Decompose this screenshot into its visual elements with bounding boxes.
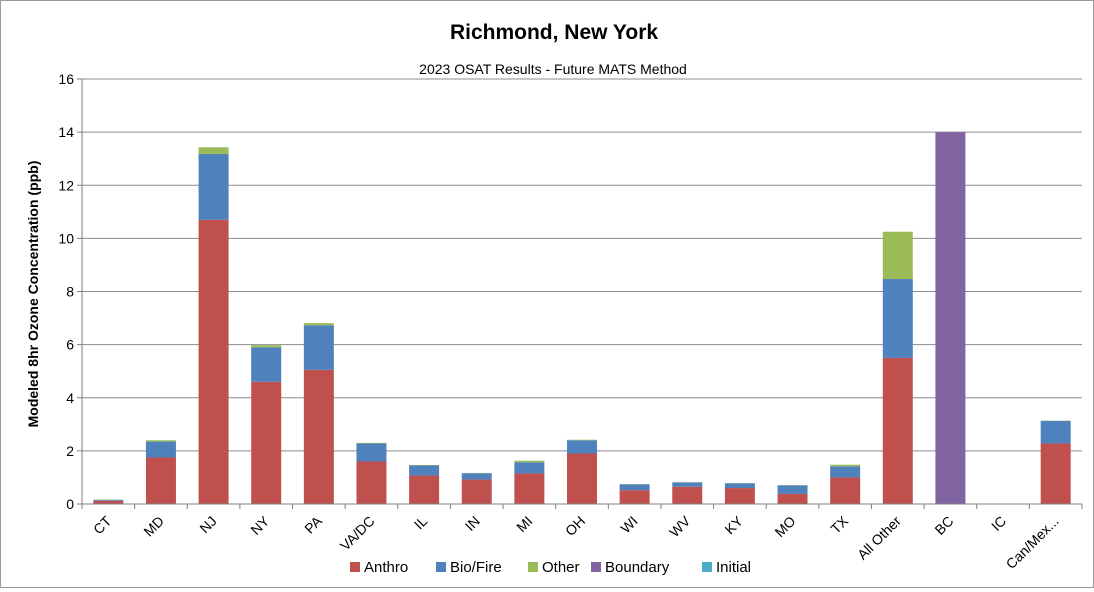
y-tick-label: 14 bbox=[58, 124, 74, 140]
bar-segment bbox=[514, 473, 544, 504]
x-tick-label: IL bbox=[411, 513, 431, 533]
chart-title: Richmond, New York bbox=[450, 21, 658, 44]
bar-segment bbox=[567, 440, 597, 453]
legend-label: Initial bbox=[716, 559, 751, 576]
chart-subtitle: 2023 OSAT Results - Future MATS Method bbox=[419, 61, 687, 77]
bar-segment bbox=[883, 358, 913, 504]
x-tick-label: IC bbox=[988, 513, 1009, 534]
x-tick-label: PA bbox=[301, 512, 325, 536]
bar-segment bbox=[146, 458, 176, 504]
legend-swatch bbox=[436, 562, 446, 572]
bar-segment bbox=[830, 465, 860, 467]
y-tick-label: 6 bbox=[66, 337, 74, 353]
bar-segment bbox=[567, 440, 597, 441]
y-tick-label: 8 bbox=[66, 284, 74, 300]
bar-segment bbox=[514, 461, 544, 463]
bar-segment bbox=[93, 500, 123, 501]
y-tick-label: 4 bbox=[66, 390, 74, 406]
x-tick-label: OH bbox=[562, 513, 588, 539]
y-tick-label: 0 bbox=[66, 496, 74, 512]
bar-segment bbox=[199, 154, 229, 220]
x-tick-label: VA/DC bbox=[337, 513, 378, 554]
bar-segment bbox=[620, 484, 650, 490]
bar-segment bbox=[409, 476, 439, 504]
legend-label: Anthro bbox=[364, 559, 408, 576]
bar-segment bbox=[199, 220, 229, 504]
x-tick-label: NY bbox=[247, 512, 273, 538]
x-tick-label: IN bbox=[462, 513, 483, 534]
x-tick-label: KY bbox=[721, 512, 746, 537]
legend: Anthro Bio/Fire Other Boundary Initial bbox=[350, 559, 751, 576]
x-tick-label: WI bbox=[617, 513, 640, 536]
legend-swatch bbox=[702, 562, 712, 572]
bar-segment bbox=[409, 465, 439, 475]
x-tick-label: MD bbox=[140, 513, 167, 540]
bar-segment bbox=[146, 442, 176, 458]
gridlines bbox=[82, 79, 1082, 451]
y-tick-label: 2 bbox=[66, 443, 74, 459]
y-axis-label: Modeled 8hr Ozone Concentration (ppb) bbox=[25, 161, 41, 428]
x-tick-label: TX bbox=[827, 512, 851, 536]
legend-label: Boundary bbox=[605, 559, 670, 576]
bar-segment bbox=[514, 462, 544, 473]
bar-segment bbox=[830, 477, 860, 504]
bar-segment bbox=[620, 490, 650, 504]
x-tick-label: Can/Mex... bbox=[1003, 513, 1062, 572]
bar-segment bbox=[462, 480, 492, 504]
y-tick-label: 16 bbox=[58, 71, 74, 87]
bar-segment bbox=[462, 473, 492, 479]
bars bbox=[93, 132, 1070, 504]
bar-segment bbox=[1041, 421, 1071, 444]
bar-segment bbox=[146, 440, 176, 441]
bar-segment bbox=[672, 482, 702, 486]
bar-segment bbox=[778, 485, 808, 494]
bar-segment bbox=[830, 466, 860, 477]
legend-label: Other bbox=[542, 559, 580, 576]
bar-segment bbox=[304, 325, 334, 370]
bar-segment bbox=[1041, 443, 1071, 504]
bar-segment bbox=[251, 347, 281, 382]
x-tick-label: BC bbox=[931, 513, 956, 538]
bar-segment bbox=[356, 443, 386, 444]
bar-segment bbox=[883, 279, 913, 358]
y-tick-label: 12 bbox=[58, 177, 74, 193]
bar-segment bbox=[304, 370, 334, 504]
bar-segment bbox=[409, 465, 439, 466]
bar-segment bbox=[672, 487, 702, 504]
bar-segment bbox=[356, 443, 386, 461]
bar-segment bbox=[304, 323, 334, 325]
legend-swatch bbox=[591, 562, 601, 572]
x-tick-label: MO bbox=[771, 513, 798, 540]
bar-segment bbox=[567, 454, 597, 504]
x-tick-label: MI bbox=[513, 513, 535, 535]
legend-swatch bbox=[528, 562, 538, 572]
bar-segment bbox=[883, 232, 913, 279]
bar-segment bbox=[725, 483, 755, 488]
bar-segment bbox=[251, 382, 281, 504]
x-tick-label: NJ bbox=[196, 513, 219, 536]
x-tick-label: WV bbox=[666, 512, 694, 540]
bar-segment bbox=[356, 462, 386, 505]
x-tick-label: All Other bbox=[854, 513, 904, 563]
legend-swatch bbox=[350, 562, 360, 572]
legend-label: Bio/Fire bbox=[450, 559, 502, 576]
bar-segment bbox=[725, 488, 755, 504]
y-tick-label: 10 bbox=[58, 230, 74, 246]
bar-segment bbox=[251, 345, 281, 347]
bar-segment bbox=[778, 494, 808, 504]
bar-segment bbox=[935, 132, 965, 504]
bar-segment bbox=[199, 147, 229, 154]
x-tick-label: CT bbox=[90, 512, 115, 537]
